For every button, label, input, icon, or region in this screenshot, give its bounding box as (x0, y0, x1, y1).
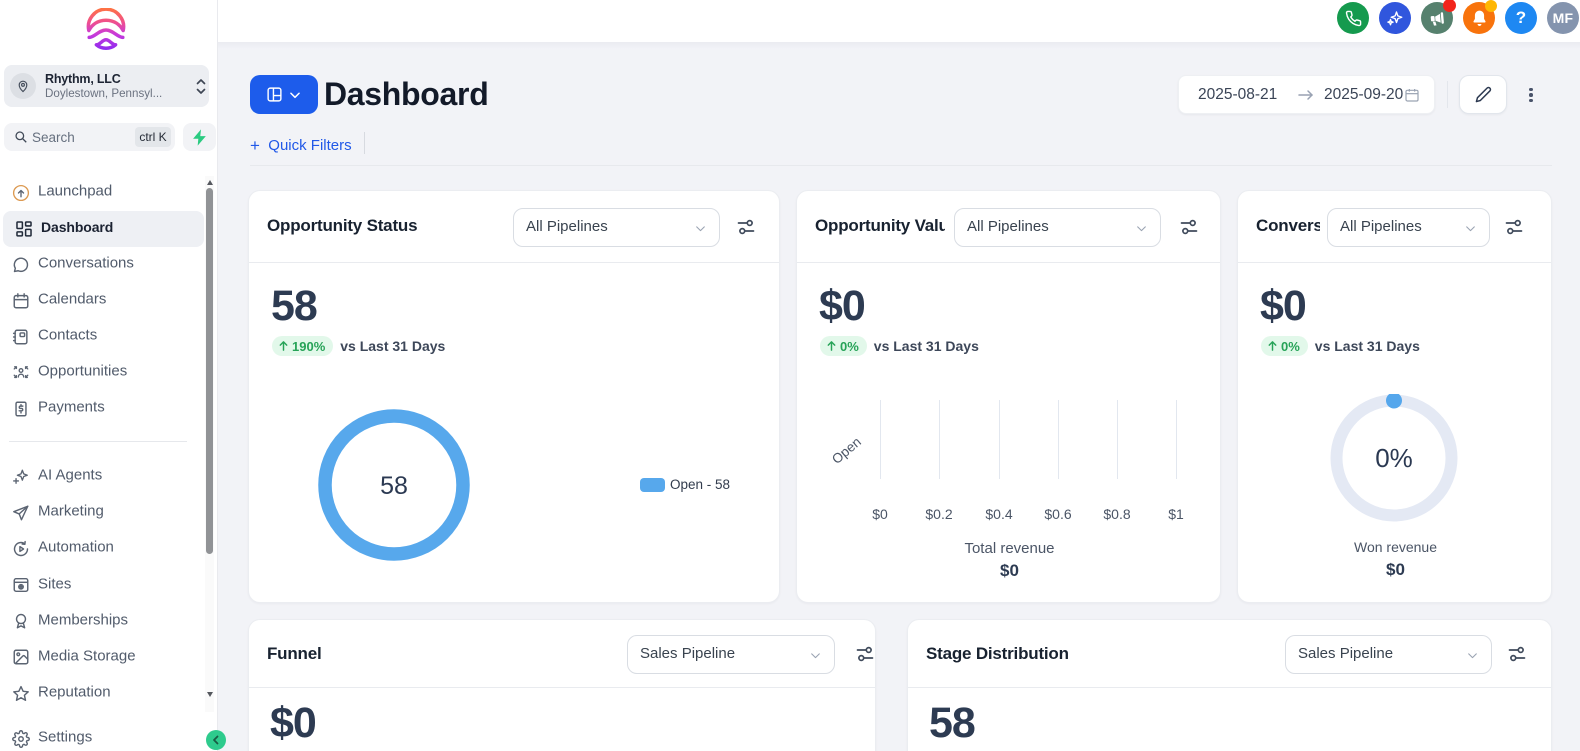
svg-text:0%: 0% (1375, 443, 1413, 473)
svg-text:58: 58 (380, 472, 408, 500)
